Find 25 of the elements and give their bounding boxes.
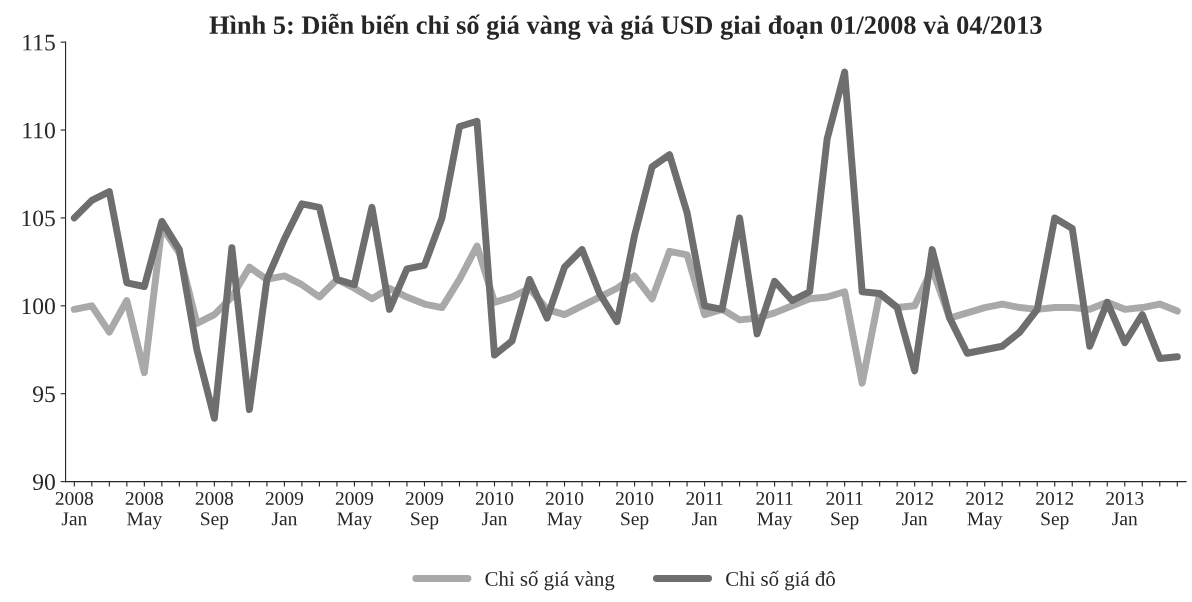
- legend-label: Chỉ số giá vàng: [485, 570, 615, 591]
- x-tick-label: 2012 Sep: [1036, 491, 1074, 530]
- x-tick-label: 2009 May: [335, 491, 374, 530]
- x-tick-label: 2012 Jan: [896, 491, 934, 526]
- x-tick-label: 2010 Sep: [615, 491, 654, 530]
- y-tick-label: 105: [22, 210, 55, 227]
- x-tick-label: 2011 Jan: [686, 491, 723, 526]
- y-tick-label: 115: [23, 34, 55, 51]
- chart-title: Hình 5: Diễn biến chỉ số giá vàng và giá USD giai đoạn 01/2008 và 04/2013: [209, 13, 1042, 40]
- x-tick-label: 2010 Jan: [475, 491, 514, 526]
- x-tick-label: 2008 Sep: [195, 491, 234, 530]
- y-tick-label: 90: [32, 474, 55, 491]
- x-tick-label: 2010 May: [545, 491, 584, 530]
- x-tick-label: 2011 May: [756, 491, 793, 530]
- x-tick-label: 2008 May: [125, 491, 164, 530]
- y-tick-label: 110: [23, 122, 55, 139]
- x-tick-label: 2009 Sep: [405, 491, 444, 530]
- y-tick-label: 100: [22, 298, 55, 315]
- x-tick-label: 2009 Jan: [265, 491, 304, 526]
- x-tick-label: 2011 Sep: [826, 491, 863, 530]
- x-tick-label: 2008 Jan: [55, 491, 94, 526]
- x-tick-label: 2012 May: [966, 491, 1004, 530]
- legend-label: Chỉ số giá đô: [726, 570, 835, 591]
- y-tick-label: 95: [32, 386, 55, 403]
- x-tick-label: 2013 Jan: [1106, 491, 1144, 526]
